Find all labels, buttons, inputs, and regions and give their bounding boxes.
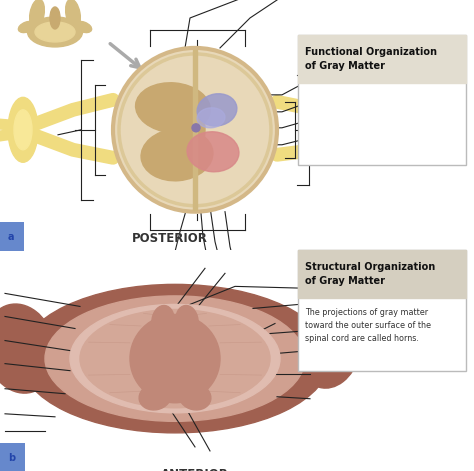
Ellipse shape [70,304,280,413]
Ellipse shape [18,21,36,32]
Ellipse shape [30,0,45,29]
FancyBboxPatch shape [298,35,466,165]
Ellipse shape [176,306,198,335]
Ellipse shape [20,284,330,433]
Ellipse shape [8,97,38,162]
Text: Structural Organization
of Gray Matter: Structural Organization of Gray Matter [305,262,435,286]
Bar [193,50,197,210]
Ellipse shape [187,132,239,172]
Ellipse shape [136,83,210,133]
Ellipse shape [0,304,56,393]
Ellipse shape [352,97,382,162]
Ellipse shape [179,383,211,410]
Ellipse shape [139,383,171,410]
Ellipse shape [358,110,376,150]
Ellipse shape [197,94,237,126]
Ellipse shape [197,108,225,128]
Ellipse shape [141,129,213,181]
Text: ANTERIOR: ANTERIOR [161,468,229,471]
Ellipse shape [14,110,32,150]
Text: a: a [8,232,15,242]
Ellipse shape [74,21,91,32]
Ellipse shape [299,309,361,388]
Ellipse shape [27,17,82,47]
Ellipse shape [130,315,220,403]
Ellipse shape [35,22,75,42]
Text: The projections of gray matter
toward the outer surface of the
spinal cord are c: The projections of gray matter toward th… [305,308,431,343]
Bar [298,250,466,299]
Text: Functional Organization
of Gray Matter: Functional Organization of Gray Matter [305,47,437,71]
Circle shape [192,124,200,132]
Ellipse shape [80,309,270,408]
Circle shape [113,48,277,211]
Ellipse shape [50,7,60,29]
Ellipse shape [45,296,305,422]
Ellipse shape [152,306,174,335]
Ellipse shape [65,0,81,29]
Text: b: b [8,453,15,463]
FancyBboxPatch shape [298,250,466,371]
Text: POSTERIOR: POSTERIOR [132,232,208,245]
Bar [298,35,466,83]
Ellipse shape [175,100,205,160]
